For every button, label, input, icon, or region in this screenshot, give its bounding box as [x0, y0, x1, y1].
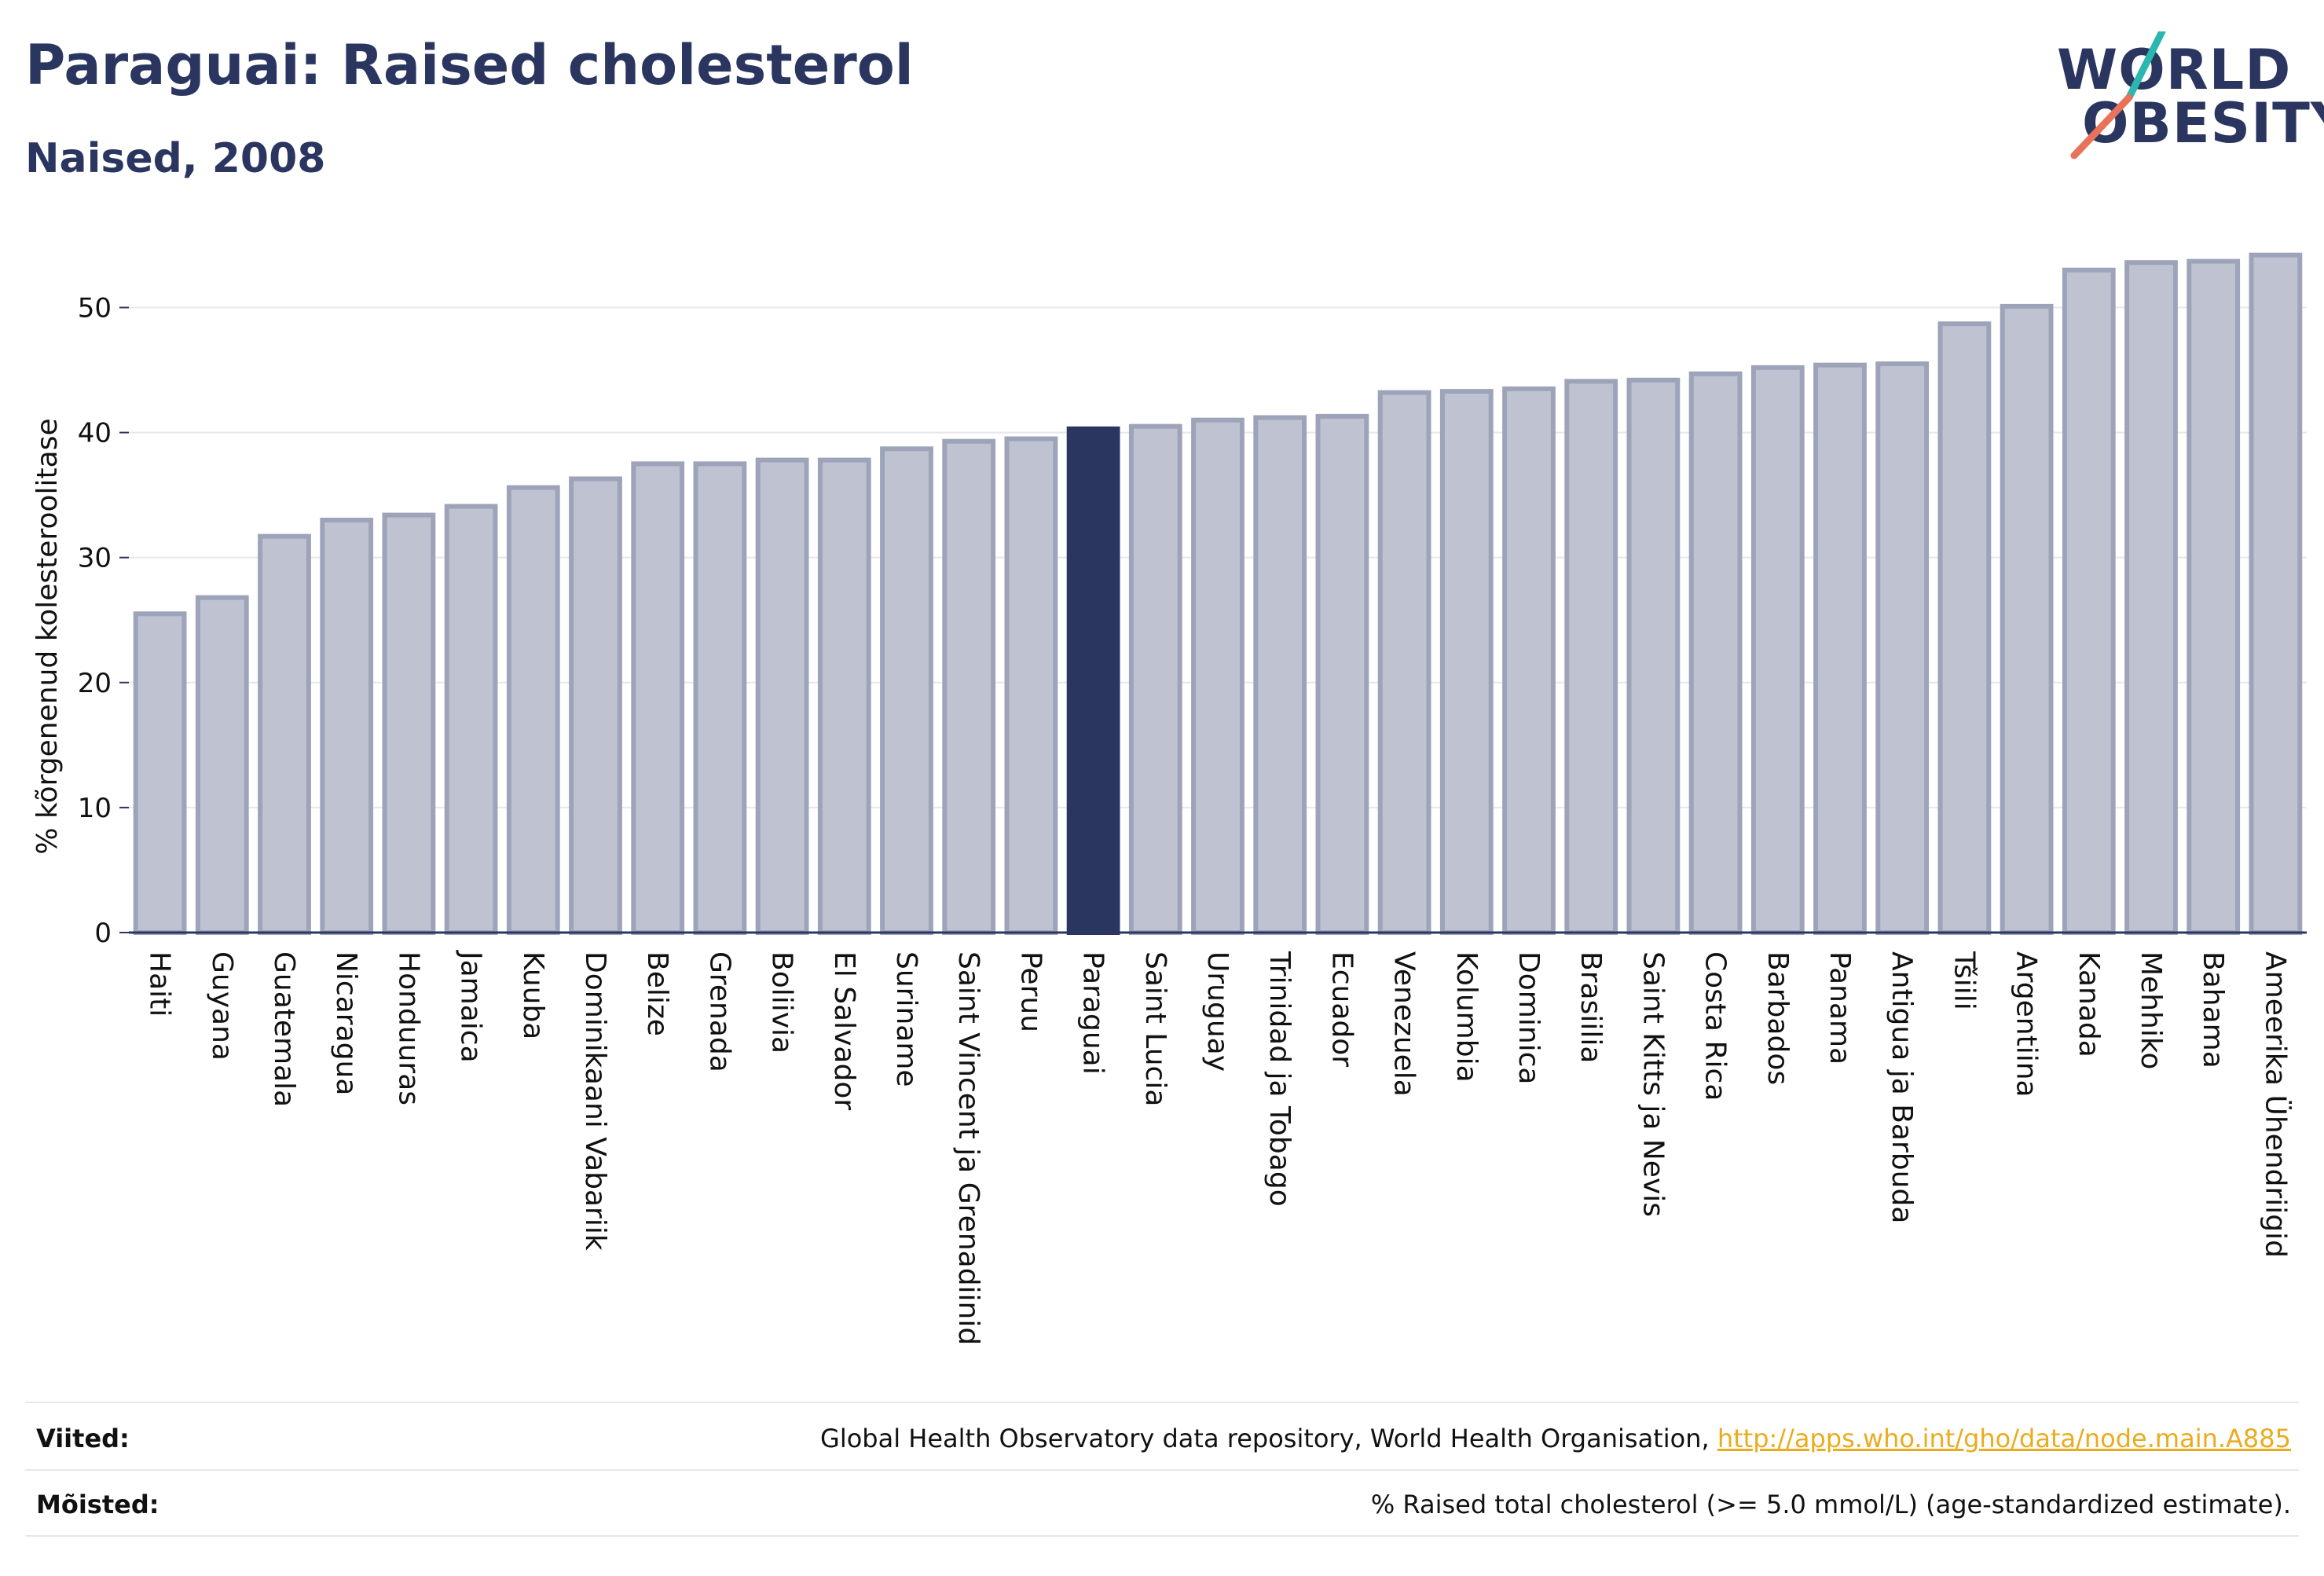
bar-saint-kitts-ja-nevis: [1626, 377, 1681, 936]
x-tick-label: Boliivia: [766, 951, 798, 1054]
y-tick-label: 20: [78, 668, 112, 699]
bar-peruu: [1004, 436, 1058, 935]
x-tick-label: Kolumbia: [1450, 951, 1483, 1083]
x-tick-label: Haiti: [144, 951, 176, 1017]
x-tick-label: Grenada: [703, 951, 735, 1072]
bar-bahama: [2187, 258, 2241, 935]
x-tick-label: Guatemala: [268, 951, 300, 1107]
world-obesity-logo: WORLD OBESITY: [2051, 31, 2324, 165]
references-value: Global Health Observatory data repositor…: [820, 1424, 2299, 1453]
bar-paraguai: [1066, 426, 1120, 935]
bar-dominikaani-vabariik: [569, 476, 622, 935]
x-tick-label: Kuuba: [517, 951, 549, 1039]
bar-suriname: [880, 446, 933, 935]
axes: [119, 306, 2307, 934]
y-tick-label: 40: [78, 418, 112, 449]
bar-dominica: [1502, 386, 1556, 936]
x-tick-label: Bahama: [2197, 951, 2229, 1068]
logo-slash-icon: [2070, 31, 2166, 159]
bar-jamaica: [444, 504, 498, 935]
references-label: Viited:: [36, 1424, 130, 1453]
x-tick-label: Mehhiko: [2135, 951, 2167, 1069]
x-tick-label: El Salvador: [828, 951, 860, 1110]
y-axis-label: % kõrgenenud kolesteroolitase: [31, 418, 64, 854]
y-tick-label: 0: [94, 918, 112, 949]
bar-grenada: [693, 461, 747, 935]
bar-trinidad-ja-tobago: [1253, 415, 1307, 935]
x-tick-label: Argentiina: [2011, 951, 2043, 1098]
x-tick-label: Kanada: [2073, 951, 2105, 1057]
bar-guatemala: [258, 533, 311, 935]
logo-line-world: WORLD: [2057, 38, 2292, 102]
references-text: Global Health Observatory data repositor…: [820, 1424, 1717, 1453]
x-tick-label: Antigua ja Barbuda: [1886, 951, 1918, 1223]
x-tick-label: Tšiili: [1948, 951, 1980, 1010]
bar-honduuras: [382, 512, 436, 935]
y-tick-label: 50: [78, 292, 112, 324]
footer-divider-top: [25, 1402, 2299, 1403]
x-tick-label: Costa Rica: [1699, 951, 1732, 1101]
bar-panama: [1813, 362, 1867, 935]
x-tick-label: Saint Lucia: [1139, 951, 1171, 1106]
chart-title: Paraguai: Raised cholesterol: [25, 33, 914, 97]
x-tick-label: Panama: [1824, 951, 1856, 1065]
chart-subtitle: Naised, 2008: [25, 135, 326, 182]
x-tick-label: Paraguai: [1077, 951, 1109, 1075]
tick-labels: 0 10 20 30 40 50 Haiti Guyana Guatemala Nicaragua…: [78, 292, 2293, 1345]
bar-mehhiko: [2124, 260, 2178, 935]
bar-chart: 0 10 20 30 40 50 Haiti Guyana Guatemala Nicaragua…: [31, 252, 2307, 1345]
x-tick-label: Guyana: [206, 951, 238, 1061]
x-tick-label: Trinidad ja Tobago: [1263, 951, 1296, 1207]
bar-antigua-ja-barbuda: [1875, 361, 1930, 935]
x-tick-label: Belize: [641, 951, 673, 1036]
bar-barbados: [1750, 365, 1805, 936]
bar-belize: [631, 461, 685, 935]
x-tick-label: Venezuela: [1388, 951, 1420, 1097]
definitions-value: % Raised total cholesterol (>= 5.0 mmol/…: [1370, 1490, 2291, 1519]
bar-guyana: [195, 595, 249, 935]
bars: [133, 252, 2303, 936]
footer-divider-middle: [25, 1469, 2299, 1471]
x-tick-label: Ecuador: [1325, 951, 1358, 1067]
bar-saint-vincent-ja-grenadiinid: [942, 438, 996, 935]
y-tick-label: 30: [78, 543, 112, 574]
bar-brasiilia: [1564, 379, 1618, 935]
y-tick-label: 10: [78, 793, 112, 824]
references-link[interactable]: http://apps.who.int/gho/data/node.main.A…: [1717, 1424, 2291, 1453]
bar-el-salvador: [817, 457, 871, 935]
bar-kanada: [2062, 267, 2116, 936]
x-tick-label: Suriname: [890, 951, 922, 1087]
bar-kuuba: [506, 485, 560, 935]
x-tick-label: Jamaica: [455, 950, 487, 1063]
bar-t-iili: [1937, 321, 1992, 936]
x-tick-label: Saint Kitts ja Nevis: [1637, 951, 1669, 1217]
footer-references-row: Viited: Global Health Observatory data r…: [25, 1406, 2299, 1471]
x-tick-label: Barbados: [1761, 951, 1794, 1085]
bar-uruguay: [1191, 417, 1244, 935]
x-tick-label: Brasiilia: [1574, 951, 1607, 1063]
bar-kolumbia: [1439, 389, 1494, 935]
bar-ameerika-hendriigid: [2249, 252, 2303, 935]
x-tick-label: Nicaragua: [330, 951, 362, 1095]
x-tick-label: Dominica: [1512, 951, 1545, 1085]
x-tick-label: Dominikaani Vabariik: [579, 951, 611, 1251]
bar-costa-rica: [1688, 371, 1743, 935]
footer-divider-bottom: [25, 1535, 2299, 1537]
definitions-label: Mõisted:: [36, 1490, 159, 1519]
x-tick-label: Uruguay: [1201, 951, 1233, 1072]
bar-saint-lucia: [1128, 423, 1182, 935]
bar-boliivia: [755, 457, 809, 935]
footer-definitions-row: Mõisted: % Raised total cholesterol (>= …: [25, 1472, 2299, 1537]
bar-haiti: [133, 611, 187, 935]
x-tick-label: Ameerika Ühendriigid: [2259, 951, 2292, 1258]
bar-venezuela: [1377, 390, 1431, 935]
x-tick-label: Honduuras: [392, 951, 424, 1105]
x-tick-label: Peruu: [1014, 951, 1047, 1032]
bar-nicaragua: [320, 517, 374, 935]
bar-ecuador: [1315, 413, 1369, 935]
x-tick-label: Saint Vincent ja Grenadiinid: [952, 951, 984, 1345]
bar-argentiina: [2000, 303, 2054, 935]
